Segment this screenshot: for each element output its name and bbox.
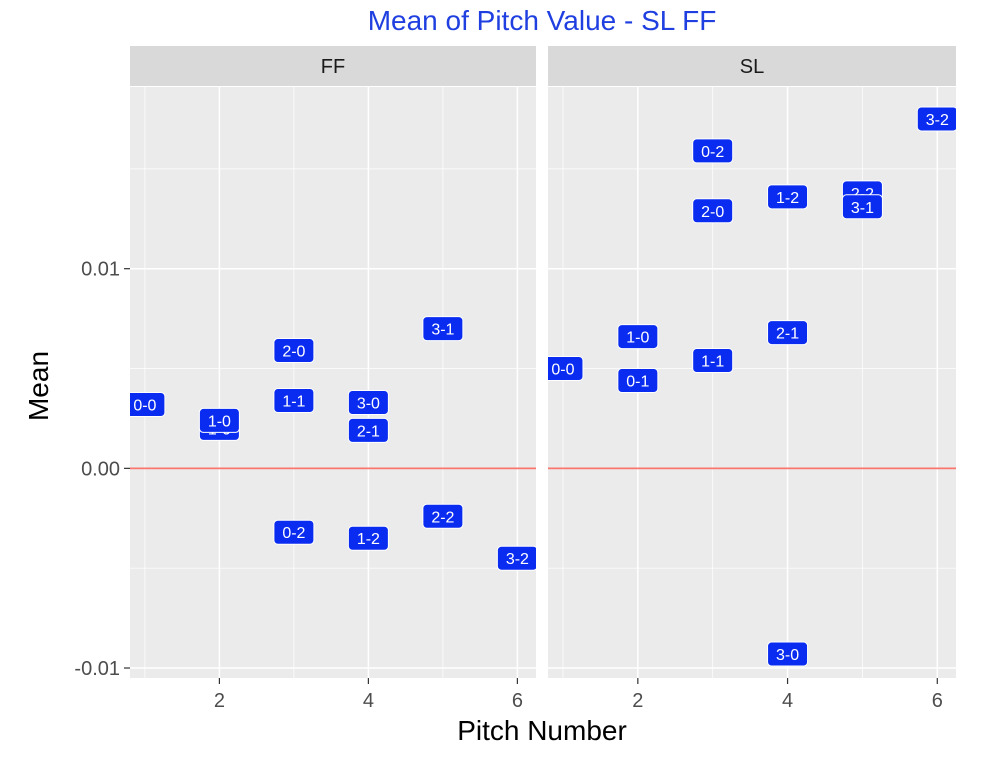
- count-label-3-1: 3-1: [841, 194, 883, 220]
- label-box: [617, 368, 659, 394]
- label-box: [767, 184, 809, 210]
- point-labels: 0-01-01-02-01-10-23-02-11-23-12-23-2: [130, 316, 536, 571]
- label-box: [422, 316, 464, 342]
- label-text: 1-0: [208, 413, 231, 430]
- label-box: [841, 194, 883, 220]
- count-label-0-0: 0-0: [548, 356, 584, 382]
- label-box: [422, 503, 464, 529]
- count-label-0-2: 0-2: [273, 519, 315, 545]
- y-axis: -0.01 0.00 0.01: [74, 259, 130, 680]
- label-text: 1-0: [626, 330, 649, 347]
- label-text: 1-2: [357, 531, 380, 548]
- chart-title: Mean of Pitch Value - SL FF: [368, 5, 717, 36]
- label-box: [767, 641, 809, 667]
- count-label-2-1: 2-1: [767, 320, 809, 346]
- label-box: [548, 356, 584, 382]
- panel-background: [130, 87, 536, 678]
- x-tick-label: 6: [512, 690, 523, 712]
- count-label-3-2: 3-2: [496, 545, 536, 571]
- count-label-1-2: 1-2: [347, 525, 389, 551]
- label-text: 3-1: [851, 200, 874, 217]
- x-tick-label: 4: [782, 690, 793, 712]
- label-text: 0-1: [626, 374, 649, 391]
- facet-strip: [548, 46, 956, 86]
- facet-ff: FF0-01-01-02-01-10-23-02-11-23-12-23-2: [130, 46, 536, 678]
- count-label-1-1: 1-1: [692, 348, 734, 374]
- count-label-0-1: 0-1: [617, 368, 659, 394]
- label-box: [767, 320, 809, 346]
- label-text: 3-2: [506, 551, 529, 568]
- label-box: [347, 417, 389, 443]
- label-box: [273, 338, 315, 364]
- x-tick-label: 6: [932, 690, 943, 712]
- label-box: [692, 198, 734, 224]
- count-label-1-2: 1-2: [767, 184, 809, 210]
- label-text: 1-1: [701, 354, 724, 371]
- label-box: [198, 407, 240, 433]
- label-box: [916, 106, 956, 132]
- label-text: 3-0: [357, 395, 380, 412]
- label-box: [347, 525, 389, 551]
- facet-sl: SL0-01-00-10-22-01-11-22-13-02-23-13-2: [548, 46, 956, 678]
- count-label-2-2: 2-2: [422, 503, 464, 529]
- label-text: 0-0: [551, 362, 574, 379]
- facet-strip-label: SL: [740, 56, 764, 78]
- label-text: 1-1: [282, 393, 305, 410]
- x-axis: 2 4 6 2 4 6: [214, 678, 943, 712]
- label-text: 1-2: [776, 190, 799, 207]
- facet-strip-label: FF: [321, 56, 345, 78]
- count-label-3-0: 3-0: [767, 641, 809, 667]
- label-box: [273, 387, 315, 413]
- y-axis-title: Mean: [23, 351, 54, 421]
- label-text: 3-1: [431, 322, 454, 339]
- label-box: [692, 138, 734, 164]
- count-label-3-1: 3-1: [422, 316, 464, 342]
- label-box: [347, 389, 389, 415]
- label-text: 2-0: [701, 204, 724, 221]
- x-axis-title: Pitch Number: [457, 715, 627, 746]
- label-box: [130, 391, 166, 417]
- label-text: 3-0: [776, 647, 799, 664]
- y-tick-label: 0.00: [81, 458, 120, 480]
- label-text: 2-1: [776, 326, 799, 343]
- count-label-1-0: 1-0: [617, 324, 659, 350]
- label-text: 3-2: [926, 112, 949, 129]
- label-box: [617, 324, 659, 350]
- x-tick-label: 4: [363, 690, 374, 712]
- label-text: 0-2: [282, 525, 305, 542]
- label-box: [273, 519, 315, 545]
- x-tick-label: 2: [214, 690, 225, 712]
- facet-strip: [130, 46, 536, 86]
- count-label-1-0: 1-0: [198, 407, 240, 433]
- count-label-1-1: 1-1: [273, 387, 315, 413]
- count-label-3-2: 3-2: [916, 106, 956, 132]
- panel-background: [548, 87, 956, 678]
- count-label-3-0: 3-0: [347, 389, 389, 415]
- label-text: 0-2: [701, 144, 724, 161]
- point-labels: 0-01-00-10-22-01-11-22-13-02-23-13-2: [548, 106, 956, 667]
- label-text: 0-0: [133, 397, 156, 414]
- label-box: [692, 348, 734, 374]
- x-tick-label: 2: [632, 690, 643, 712]
- count-label-2-0: 2-0: [273, 338, 315, 364]
- count-label-2-1: 2-1: [347, 417, 389, 443]
- facet-panels: FF 0-0 1-0 1-0 2-0 1-1 0-2 3-0 2-1 1-2 3-1 2-2 3-2 SL…: [130, 46, 956, 678]
- label-text: 2-0: [282, 344, 305, 361]
- count-label-2-0: 2-0: [692, 198, 734, 224]
- y-tick-label: -0.01: [74, 658, 120, 680]
- label-text: 2-2: [431, 509, 454, 526]
- count-label-0-0: 0-0: [130, 391, 166, 417]
- label-box: [496, 545, 536, 571]
- label-text: 2-1: [357, 423, 380, 440]
- count-label-0-2: 0-2: [692, 138, 734, 164]
- y-tick-label: 0.01: [81, 259, 120, 281]
